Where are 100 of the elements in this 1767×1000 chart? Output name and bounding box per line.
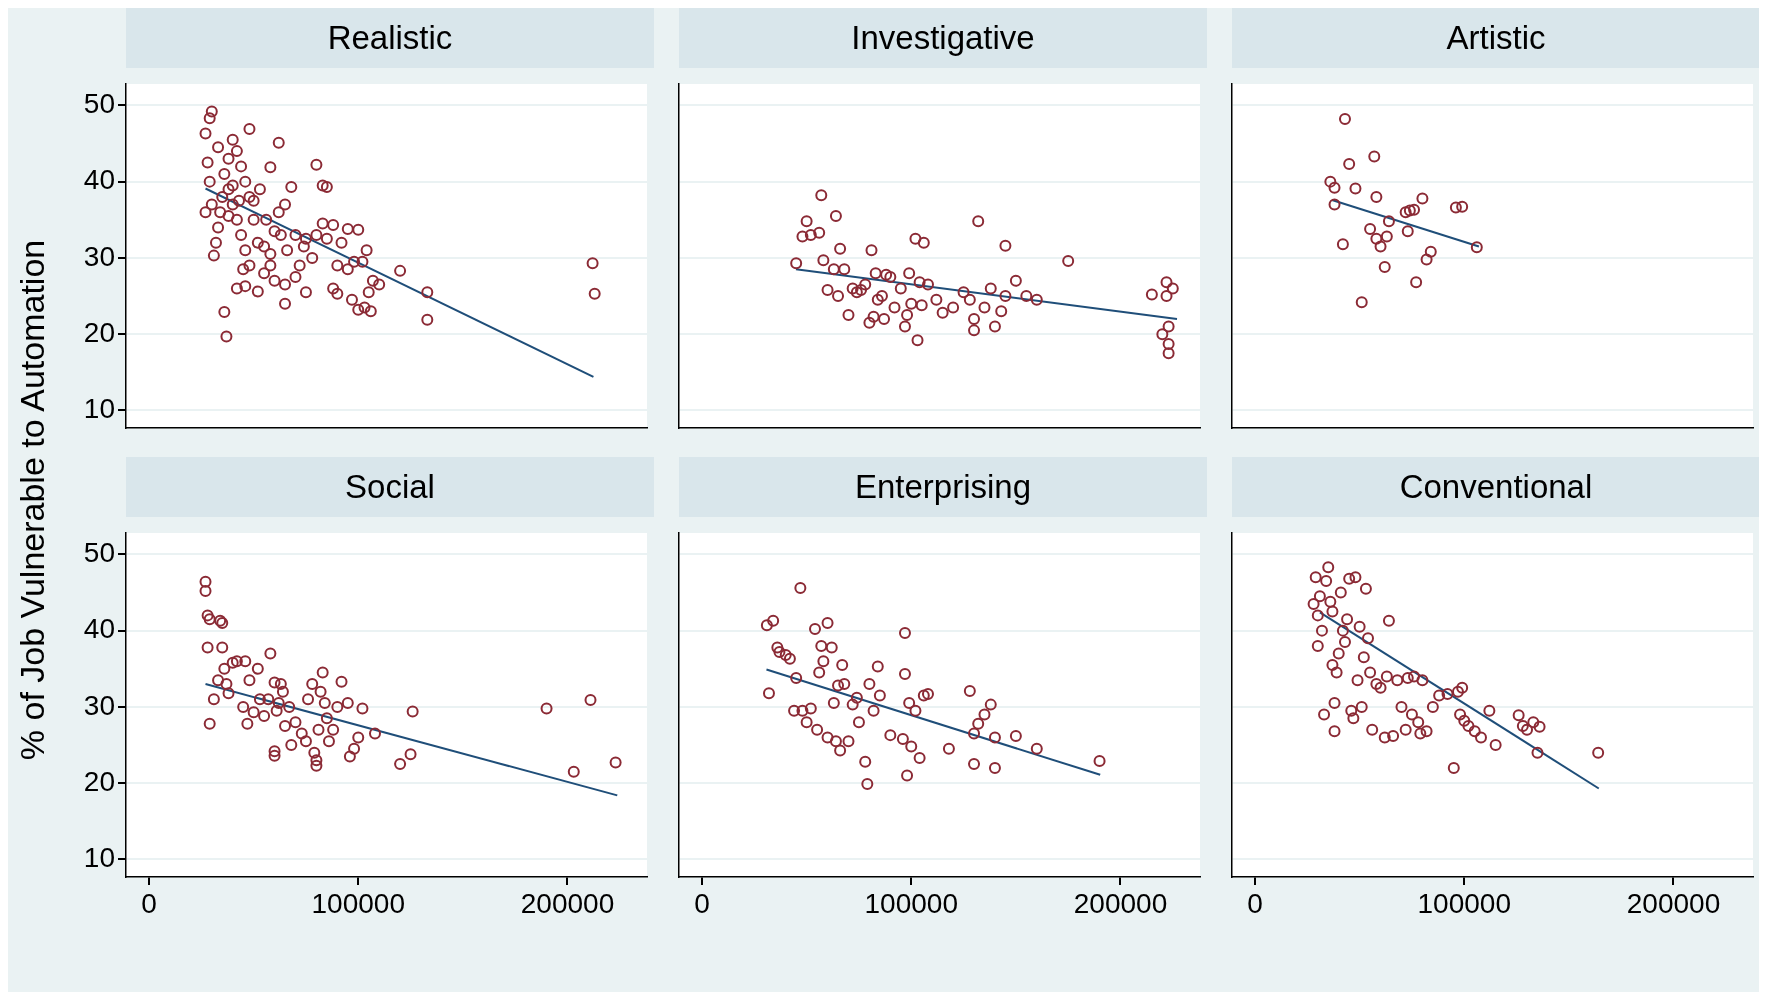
- point: [1368, 150, 1381, 163]
- point: [1343, 158, 1356, 171]
- y-tick-label: 50: [83, 88, 115, 120]
- point: [1336, 238, 1349, 251]
- point: [815, 639, 828, 652]
- x-tick-label: 100000: [1417, 887, 1511, 919]
- point: [968, 727, 981, 740]
- point: [767, 614, 780, 627]
- point: [1401, 225, 1414, 238]
- x-tick-label: 100000: [864, 887, 958, 919]
- point: [1424, 245, 1437, 258]
- y-tick-label: 10: [83, 393, 115, 425]
- point: [909, 704, 922, 717]
- point: [796, 704, 809, 717]
- point: [834, 744, 847, 757]
- point: [1420, 253, 1433, 266]
- point: [1030, 742, 1043, 755]
- point: [771, 641, 784, 654]
- point: [773, 645, 786, 658]
- point: [1408, 203, 1421, 216]
- point: [852, 716, 865, 729]
- point: [1355, 296, 1368, 309]
- point: [779, 649, 792, 662]
- point: [794, 581, 807, 594]
- chart-title: Realistic: [126, 8, 654, 68]
- y-tick-label: 20: [83, 316, 115, 348]
- point: [917, 689, 930, 702]
- point: [863, 678, 876, 691]
- point: [838, 678, 851, 691]
- point: [972, 717, 985, 730]
- point: [817, 655, 830, 668]
- y-tick-label: 50: [83, 537, 115, 569]
- y-tick-label: 30: [83, 240, 115, 272]
- y-tick-label: 30: [83, 689, 115, 721]
- point: [1370, 190, 1383, 203]
- point: [760, 619, 773, 632]
- point: [1416, 192, 1429, 205]
- point: [905, 740, 918, 753]
- point: [901, 769, 914, 782]
- point: [1364, 222, 1377, 235]
- y-tick-label: 40: [83, 164, 115, 196]
- y-axis-title: % of Job Vulnerable to Automation: [12, 239, 52, 761]
- point: [984, 698, 997, 711]
- point: [1470, 241, 1483, 254]
- x-tick-label: 0: [141, 887, 157, 919]
- x-tick-label: 200000: [1073, 887, 1168, 919]
- point: [1410, 276, 1423, 289]
- point: [788, 704, 801, 717]
- point: [1380, 230, 1393, 243]
- point: [1093, 755, 1106, 768]
- point: [800, 716, 813, 729]
- point: [1328, 181, 1341, 194]
- y-tick-label: 20: [83, 765, 115, 797]
- point: [884, 729, 897, 742]
- point: [873, 689, 886, 702]
- point: [861, 777, 874, 790]
- point: [813, 666, 826, 679]
- point: [1382, 215, 1395, 228]
- point: [859, 755, 872, 768]
- chart-title: Social: [126, 457, 654, 517]
- point: [829, 735, 842, 748]
- point: [832, 679, 845, 692]
- point: [1338, 113, 1351, 126]
- point: [809, 623, 821, 636]
- point: [1349, 182, 1362, 195]
- point: [1456, 200, 1469, 213]
- point: [1403, 204, 1416, 217]
- point: [846, 698, 859, 711]
- point: [942, 742, 955, 755]
- x-tick-label: 100000: [311, 887, 405, 919]
- point: [1399, 206, 1412, 219]
- point: [988, 731, 1001, 744]
- point: [867, 704, 880, 717]
- point: [1328, 198, 1341, 211]
- point: [790, 671, 803, 684]
- point: [963, 684, 976, 697]
- point: [1378, 261, 1391, 274]
- chart-title: Conventional: [1232, 457, 1760, 517]
- point: [898, 668, 911, 681]
- x-tick-label: 0: [1247, 887, 1263, 919]
- point: [850, 691, 863, 704]
- point: [1374, 240, 1387, 253]
- point: [811, 723, 824, 736]
- point: [896, 732, 909, 745]
- y-tick-label: 10: [83, 842, 115, 874]
- x-tick-label: 200000: [1626, 887, 1721, 919]
- y-tick-label: 40: [83, 613, 115, 645]
- point: [783, 652, 796, 665]
- point: [1324, 175, 1337, 188]
- chart-title: Enterprising: [679, 457, 1207, 517]
- point: [821, 617, 834, 629]
- point: [825, 641, 838, 654]
- point: [762, 687, 775, 700]
- point: [1009, 729, 1022, 742]
- point: [978, 708, 991, 721]
- point: [871, 660, 884, 673]
- point: [1370, 232, 1383, 245]
- x-tick-label: 200000: [520, 887, 615, 919]
- point: [842, 735, 855, 748]
- chart-title: Artistic: [1232, 8, 1760, 68]
